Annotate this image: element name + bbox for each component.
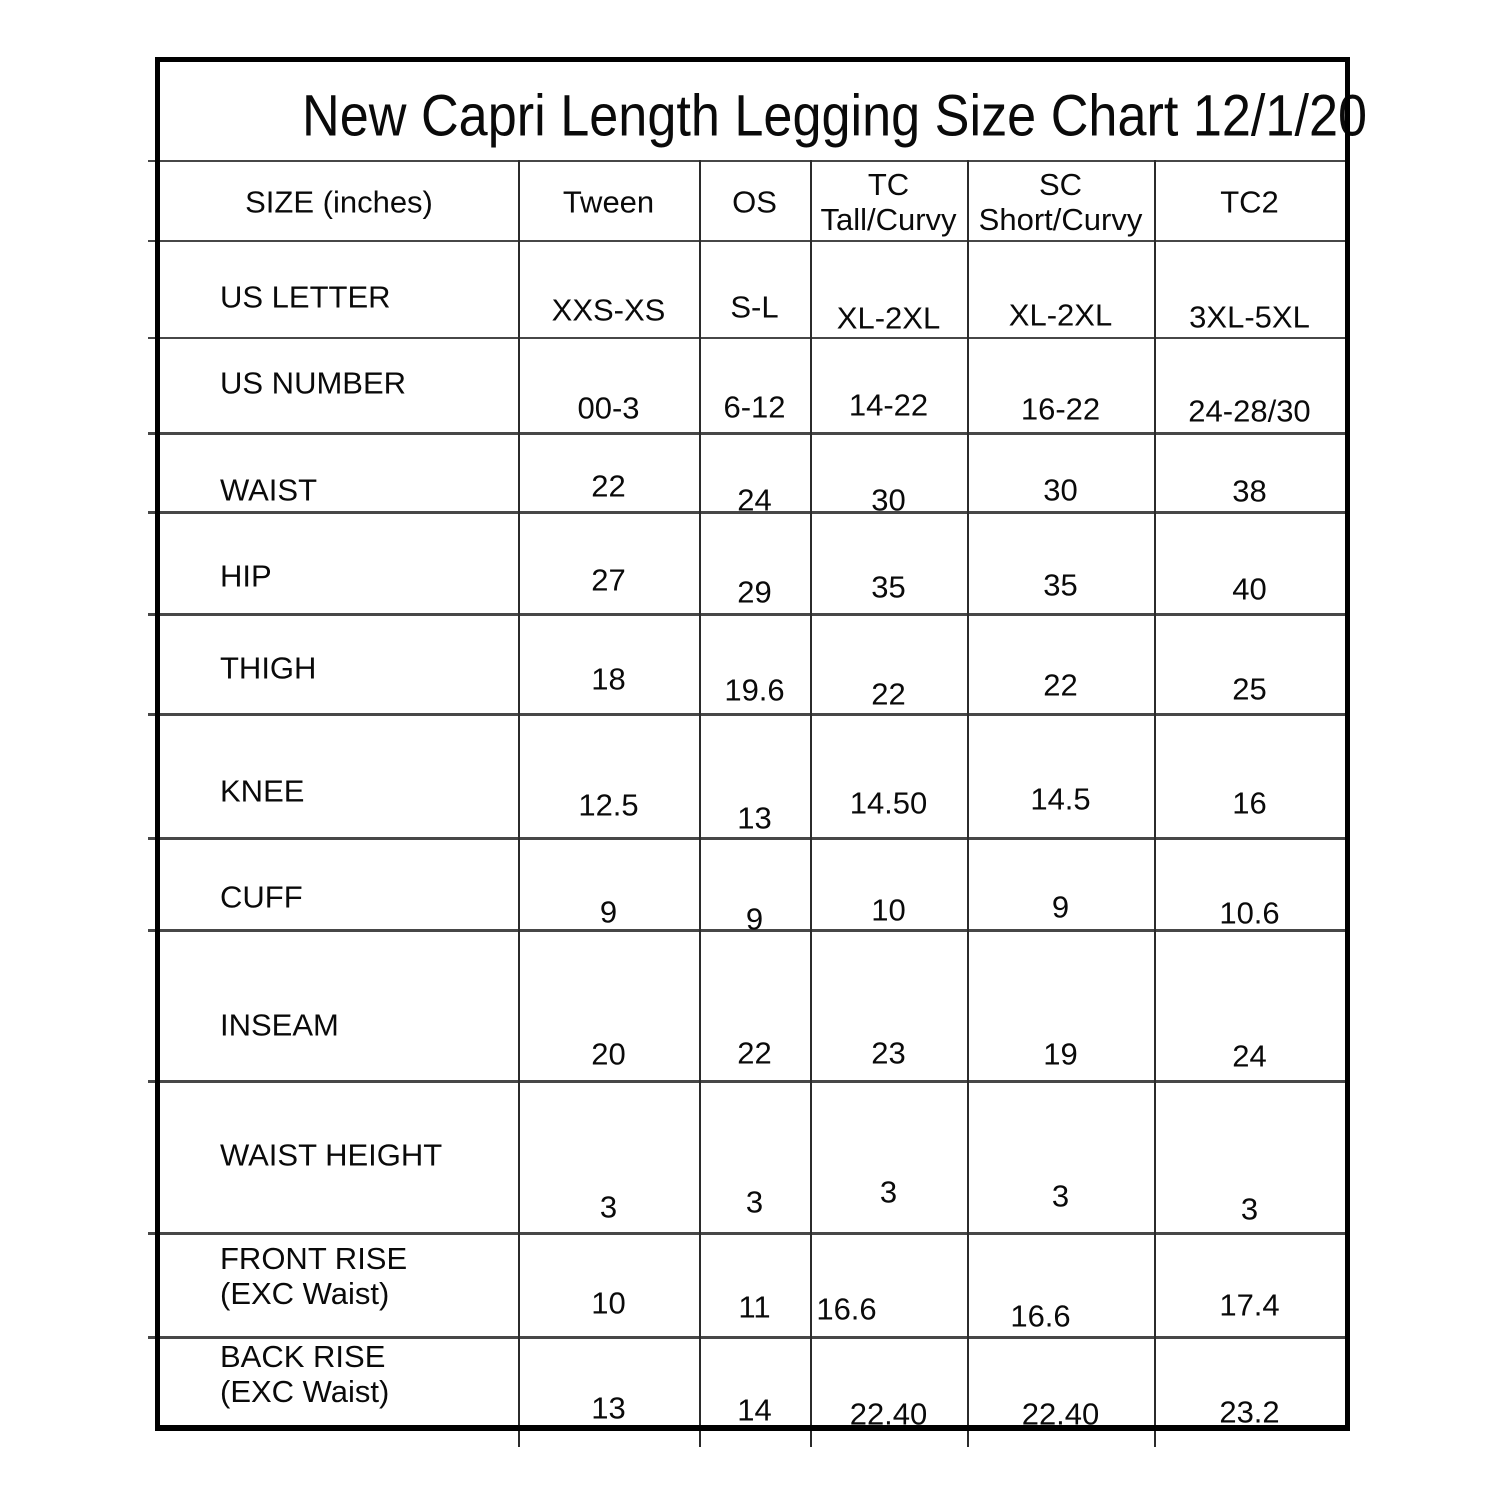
cell-value: 13	[737, 800, 772, 836]
grid-line-vertical	[518, 160, 520, 1447]
grid-line-vertical	[810, 160, 812, 1447]
cell-value: 22	[737, 1035, 772, 1071]
cell-value: 29	[737, 574, 772, 610]
row-label: BACK RISE (EXC Waist)	[220, 1339, 390, 1409]
cell-value: 3	[745, 1184, 764, 1220]
grid-line-horizontal	[148, 929, 1345, 932]
cell-value: 30	[1043, 472, 1078, 508]
row-label: US NUMBER	[220, 365, 407, 401]
grid-line-horizontal	[148, 837, 1345, 840]
cell-value: 16-22	[1020, 391, 1101, 427]
column-header-size: SIZE (inches)	[245, 184, 433, 220]
cell-value: 9	[745, 901, 764, 937]
cell-value: 12.5	[578, 787, 639, 823]
grid-line-horizontal	[148, 713, 1345, 716]
cell-value: 27	[591, 562, 626, 598]
cell-value: 3XL-5XL	[1189, 299, 1310, 335]
cell-value: 14.50	[849, 785, 928, 821]
column-header: TC2	[1220, 184, 1279, 220]
cell-value: 18	[591, 661, 626, 697]
cell-value: 13	[591, 1390, 626, 1426]
cell-value: 6-12	[723, 389, 786, 425]
cell-value: 22	[591, 468, 626, 504]
cell-value: XL-2XL	[1008, 297, 1113, 333]
cell-value: 22	[871, 676, 906, 712]
row-label: WAIST	[220, 472, 318, 508]
cell-value: 35	[1043, 567, 1078, 603]
cell-value: 24	[737, 482, 772, 518]
cell-value: 3	[1240, 1191, 1259, 1227]
cell-value: 38	[1232, 473, 1267, 509]
cell-value: 40	[1232, 571, 1267, 607]
size-chart-table: New Capri Length Legging Size Chart 12/1…	[148, 57, 1368, 1447]
grid-line-horizontal	[148, 240, 1345, 242]
row-label: KNEE	[220, 773, 305, 809]
cell-value: 25	[1232, 671, 1267, 707]
cell-value: 16	[1232, 785, 1267, 821]
cell-value: 11	[738, 1289, 771, 1325]
cell-value: S-L	[730, 289, 779, 325]
row-label: US LETTER	[220, 279, 391, 315]
grid-line-vertical	[1154, 160, 1156, 1447]
cell-value: 00-3	[577, 390, 640, 426]
grid-line-horizontal	[148, 1336, 1345, 1339]
cell-value: 20	[591, 1036, 626, 1072]
cell-value: 30	[871, 482, 906, 518]
grid-line-horizontal	[148, 1232, 1345, 1235]
cell-value: XXS-XS	[551, 292, 666, 328]
cell-value: 17.4	[1219, 1287, 1280, 1323]
cell-value: 3	[1051, 1178, 1070, 1214]
cell-value: 9	[1051, 889, 1070, 925]
row-label: WAIST HEIGHT	[220, 1137, 443, 1173]
row-label: THIGH	[220, 650, 317, 686]
cell-value: 19	[1043, 1036, 1078, 1072]
cell-value: 22.40	[849, 1396, 928, 1432]
cell-value: 35	[871, 569, 906, 605]
cell-value: 23	[871, 1035, 906, 1071]
cell-value: 14-22	[848, 387, 929, 423]
cell-value: 14	[737, 1392, 772, 1428]
cell-value: 22	[1043, 667, 1078, 703]
cell-value: 10	[591, 1285, 626, 1321]
cell-value: 3	[599, 1189, 618, 1225]
cell-value: 16.6	[816, 1291, 877, 1327]
cell-value: 10.6	[1219, 895, 1280, 931]
cell-value: 19.6	[724, 672, 785, 708]
cell-value: 24	[1232, 1038, 1267, 1074]
grid-line-vertical	[699, 160, 701, 1447]
cell-value: 22.40	[1021, 1396, 1100, 1432]
grid-line-horizontal	[148, 160, 1345, 162]
cell-value: 10	[871, 892, 906, 928]
chart-title: New Capri Length Legging Size Chart 12/1…	[302, 83, 1368, 149]
cell-value: 16.6	[1010, 1298, 1071, 1334]
column-header: Tween	[562, 184, 655, 220]
column-header: SC Short/Curvy	[978, 167, 1143, 237]
column-header: TC Tall/Curvy	[820, 167, 957, 237]
column-header: OS	[732, 184, 777, 220]
cell-value: 24-28/30	[1188, 393, 1311, 429]
grid-line-horizontal	[148, 337, 1345, 339]
cell-value: XL-2XL	[836, 300, 941, 336]
grid-line-vertical	[967, 160, 969, 1447]
cell-value: 14.5	[1030, 781, 1091, 817]
grid-line-horizontal	[148, 511, 1345, 514]
row-label: FRONT RISE (EXC Waist)	[220, 1241, 408, 1311]
cell-value: 9	[599, 894, 618, 930]
row-label: INSEAM	[220, 1007, 339, 1043]
row-label: CUFF	[220, 879, 303, 915]
row-label: HIP	[220, 558, 272, 594]
cell-value: 23.2	[1219, 1394, 1280, 1430]
grid-line-horizontal	[148, 1080, 1345, 1083]
cell-value: 3	[879, 1174, 898, 1210]
grid-line-horizontal	[148, 613, 1345, 616]
grid-line-horizontal	[148, 432, 1345, 435]
